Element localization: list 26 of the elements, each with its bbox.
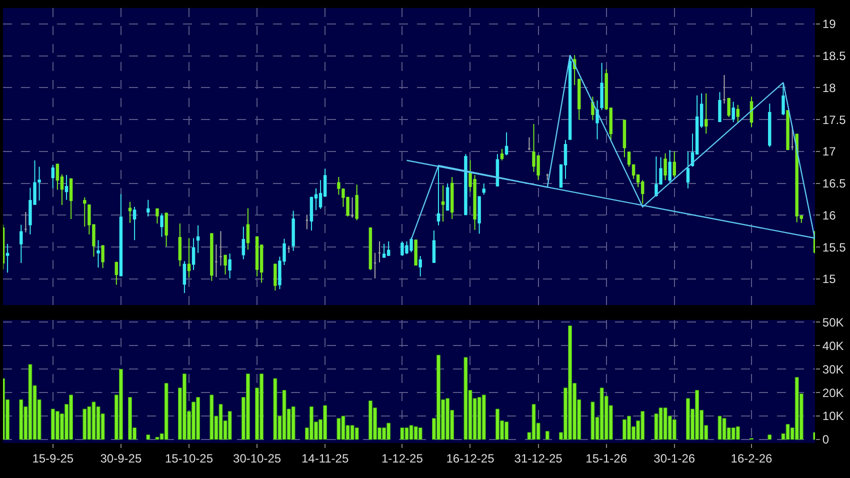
x-tick-label: 14-11-25 bbox=[302, 451, 349, 466]
x-tick-label: 31-12-25 bbox=[514, 451, 563, 466]
x-tick-label: 1-12-25 bbox=[382, 451, 424, 466]
y-tick-label: 0 bbox=[822, 432, 830, 447]
x-tick-label: 15-1-26 bbox=[586, 451, 628, 466]
y-tick-label: 15 bbox=[822, 272, 836, 286]
x-tick-label: 16-2-26 bbox=[730, 451, 772, 466]
x-tick-label: 15-9-25 bbox=[32, 451, 74, 466]
x-tick-label: 30-9-25 bbox=[100, 451, 142, 466]
y-tick-label: 50K bbox=[822, 315, 844, 330]
y-tick-label: 20K bbox=[822, 386, 844, 400]
x-tick-label: 30-1-26 bbox=[654, 451, 696, 466]
y-tick-label: 15.5 bbox=[822, 240, 846, 254]
y-tick-label: 16.5 bbox=[822, 176, 846, 191]
y-tick-label: 17.5 bbox=[822, 112, 846, 127]
y-tick-label: 16 bbox=[822, 208, 836, 222]
y-tick-label: 19 bbox=[822, 17, 836, 32]
x-tick-label: 16-12-25 bbox=[446, 451, 495, 466]
y-tick-label: 18 bbox=[822, 80, 836, 95]
y-tick-label: 18.5 bbox=[822, 49, 846, 64]
x-tick-label: 30-10-25 bbox=[233, 451, 282, 466]
x-tick-label: 15-10-25 bbox=[164, 451, 214, 466]
y-tick-label: 17 bbox=[822, 144, 836, 159]
y-tick-label: 30K bbox=[822, 362, 844, 376]
y-tick-label: 10K bbox=[822, 409, 844, 424]
y-tick-label: 40K bbox=[822, 338, 844, 353]
